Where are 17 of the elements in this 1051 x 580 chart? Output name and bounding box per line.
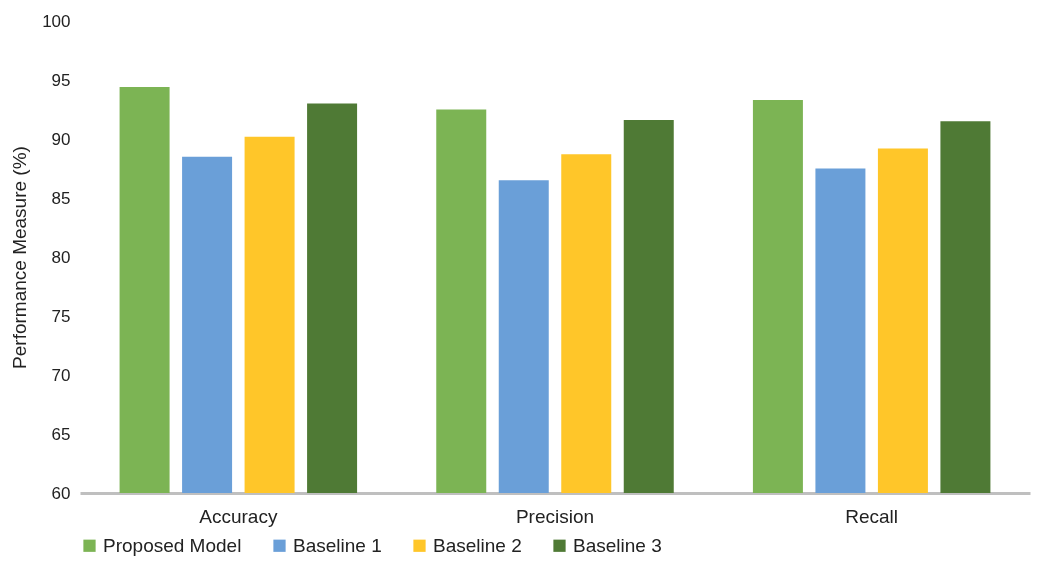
y-tick-label: 100 [42,11,71,31]
x-tick-label: Recall [845,505,899,527]
y-tick-label: 75 [51,306,71,326]
y-tick-label: 60 [51,483,71,503]
legend-label: Baseline 2 [433,534,522,556]
x-tick-label: Precision [515,505,595,527]
y-tick-label: 65 [51,424,71,444]
x-tick-label: Accuracy [199,505,278,527]
y-tick-label: 95 [51,70,71,90]
legend-label: Baseline 1 [293,534,382,556]
legend-label: Proposed Model [103,534,242,556]
legend-label: Baseline 3 [573,534,662,556]
y-tick-label: 80 [51,247,71,267]
y-axis-title: Performance Measure (%) [9,146,31,369]
y-tick-label: 90 [51,129,71,149]
y-tick-label: 70 [51,365,71,385]
y-tick-label: 85 [51,188,71,208]
